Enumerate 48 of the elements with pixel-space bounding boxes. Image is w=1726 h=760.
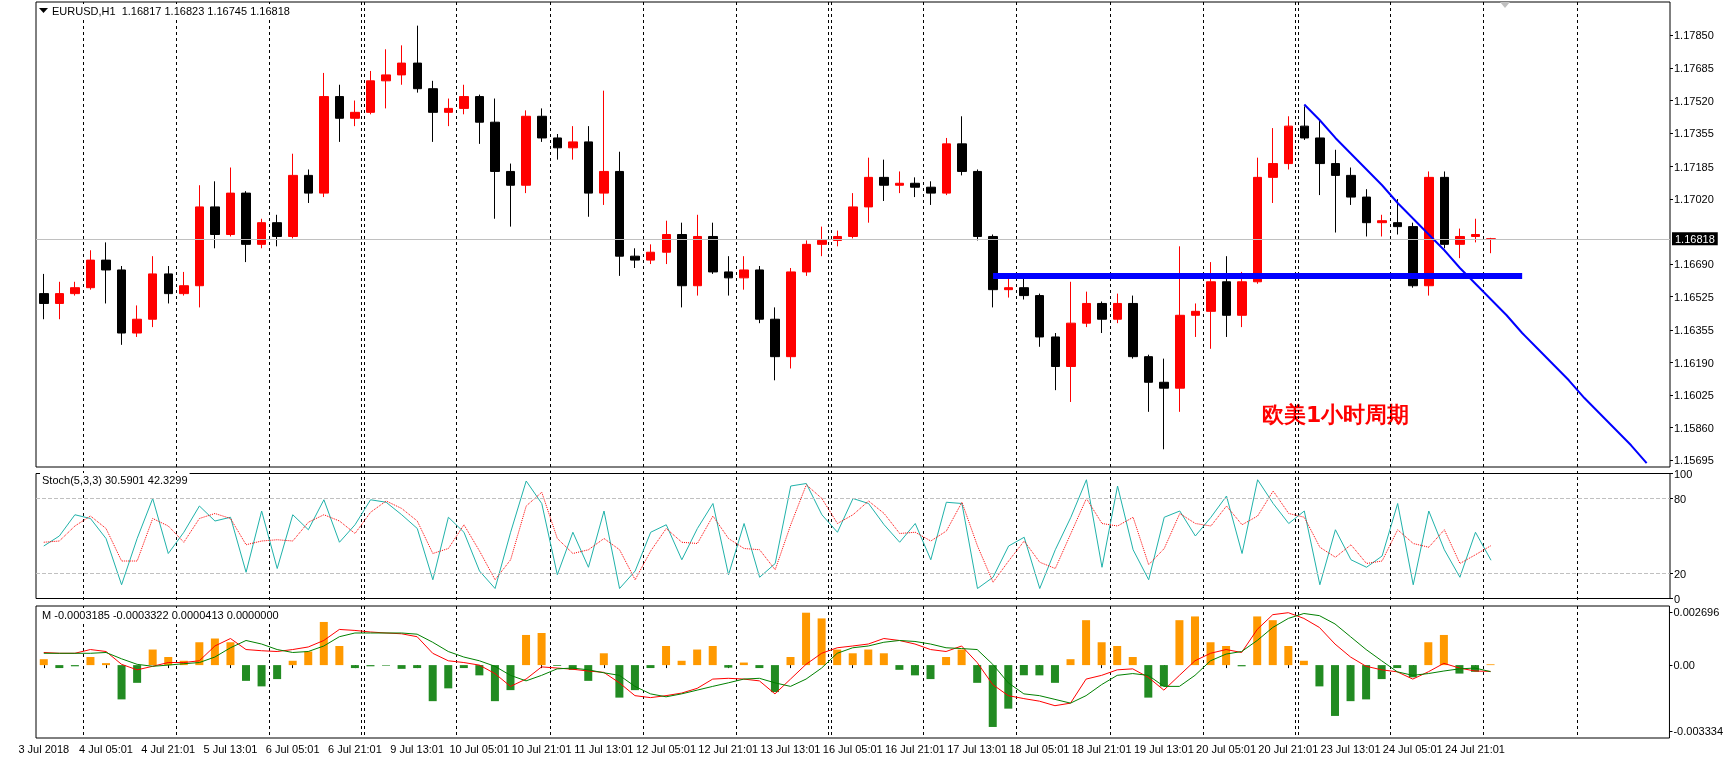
- x-tick-label: 4 Jul 21:01: [141, 742, 196, 755]
- x-tick-label: 20 Jul 21:01: [1258, 742, 1319, 755]
- x-tick-label: 13 Jul 13:01: [760, 742, 821, 755]
- y-tick-label: 1.16025: [1674, 389, 1714, 402]
- x-tick-label: 3 Jul 2018: [18, 742, 70, 755]
- x-tick-label: 24 Jul 21:01: [1445, 742, 1505, 755]
- chart-title: EURUSD,H1 1.16817 1.16823 1.16745 1.16818: [52, 4, 290, 17]
- y-tick-label: 1.17685: [1674, 62, 1714, 75]
- x-tick-label: 23 Jul 13:01: [1320, 742, 1381, 755]
- x-tick-label: 4 Jul 05:01: [79, 742, 133, 755]
- chart-title: Stoch(5,3,3) 30.5901 42.3299: [42, 473, 188, 486]
- x-tick-label: 12 Jul 05:01: [636, 742, 697, 755]
- y-tick-label: 20: [1674, 567, 1687, 580]
- x-tick-label: 6 Jul 21:01: [328, 742, 382, 755]
- y-tick-label: 1.17185: [1674, 160, 1714, 173]
- x-tick-label: 5 Jul 13:01: [203, 742, 258, 755]
- y-tick-label: 1.17520: [1674, 94, 1714, 107]
- y-tick-label: 1.16525: [1674, 290, 1714, 303]
- y-tick-label: 0: [1674, 592, 1681, 605]
- y-tick-label: 1.17020: [1674, 193, 1714, 206]
- y-tick-label: -0.003334: [1673, 724, 1723, 737]
- y-tick-label: 1.15860: [1674, 421, 1714, 434]
- x-tick-label: 9 Jul 13:01: [390, 742, 445, 755]
- x-tick-label: 12 Jul 21:01: [698, 742, 759, 755]
- x-tick-label: 20 Jul 05:01: [1196, 742, 1257, 755]
- x-tick-label: 16 Jul 05:01: [822, 742, 883, 755]
- y-tick-label: 100: [1674, 467, 1693, 480]
- x-tick-label: 11 Jul 13:01: [574, 742, 634, 755]
- ref-line-label: 1.16818: [1675, 232, 1715, 245]
- y-tick-label: 0.002696: [1673, 605, 1720, 618]
- y-tick-label: 1.16355: [1674, 324, 1714, 337]
- chart-title: M -0.0003185 -0.0003322 0.0000413 0.0000000: [42, 608, 279, 621]
- x-tick-label: 17 Jul 13:01: [947, 742, 1008, 755]
- x-tick-label: 24 Jul 05:01: [1382, 742, 1443, 755]
- x-tick-label: 10 Jul 05:01: [449, 742, 510, 755]
- x-tick-label: 19 Jul 13:01: [1133, 742, 1194, 755]
- x-tick-label: 18 Jul 05:01: [1009, 742, 1070, 755]
- y-tick-label: 1.15695: [1674, 454, 1714, 467]
- y-tick-label: 1.17355: [1674, 127, 1714, 140]
- y-tick-label: 0.00: [1673, 659, 1695, 672]
- y-tick-label: 80: [1674, 492, 1687, 505]
- y-tick-label: 1.17850: [1674, 29, 1714, 42]
- y-tick-label: 1.16190: [1674, 356, 1714, 369]
- x-tick-label: 6 Jul 05:01: [265, 742, 320, 755]
- x-tick-label: 16 Jul 21:01: [884, 742, 945, 755]
- x-tick-label: 10 Jul 21:01: [511, 742, 572, 755]
- x-tick-label: 18 Jul 21:01: [1071, 742, 1132, 755]
- y-tick-label: 1.16690: [1674, 258, 1714, 271]
